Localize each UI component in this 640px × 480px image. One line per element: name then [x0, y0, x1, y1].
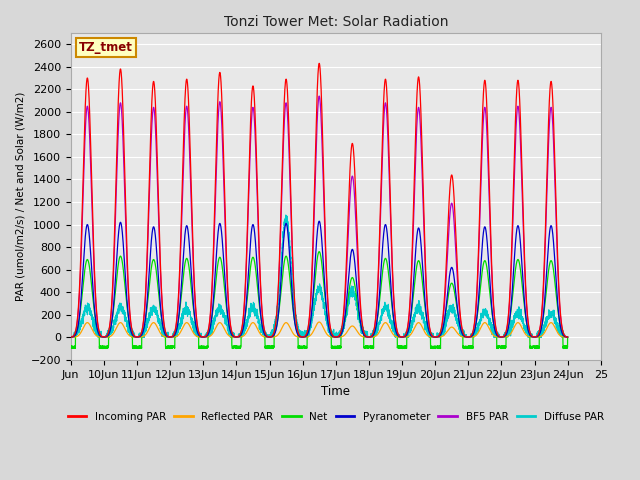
X-axis label: Time: Time	[321, 385, 350, 398]
Title: Tonzi Tower Met: Solar Radiation: Tonzi Tower Met: Solar Radiation	[223, 15, 448, 29]
Y-axis label: PAR (umol/m2/s) / Net and Solar (W/m2): PAR (umol/m2/s) / Net and Solar (W/m2)	[15, 92, 25, 301]
Legend: Incoming PAR, Reflected PAR, Net, Pyranometer, BF5 PAR, Diffuse PAR: Incoming PAR, Reflected PAR, Net, Pyrano…	[63, 408, 608, 426]
Text: TZ_tmet: TZ_tmet	[79, 41, 132, 54]
